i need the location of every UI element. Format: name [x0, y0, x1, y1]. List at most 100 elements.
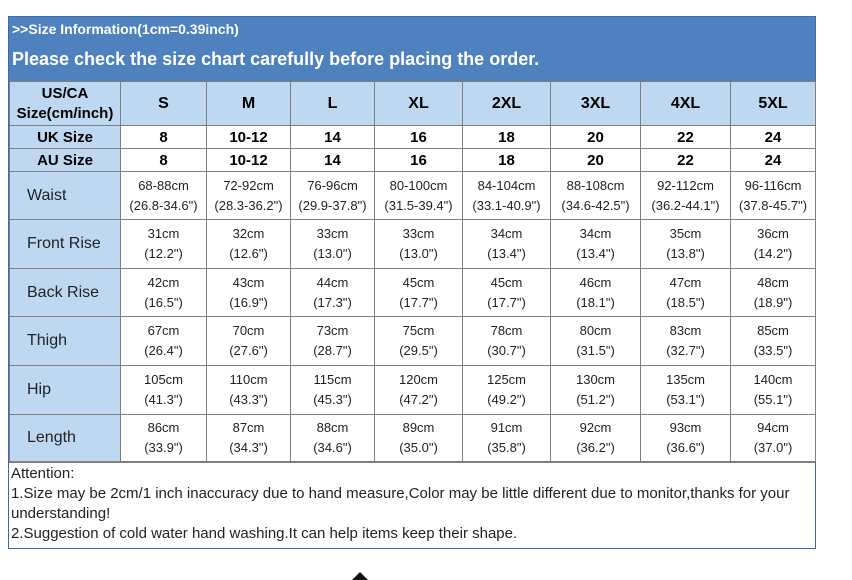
inch-value: (17.3") — [313, 294, 352, 310]
inch-value: (36.6") — [666, 440, 705, 455]
size-header-3xl: 3XL — [550, 81, 641, 126]
cm-value: 80cm — [579, 323, 612, 338]
inch-value: (13.4") — [576, 246, 615, 261]
inch-value: (13.0") — [313, 246, 352, 261]
inch-value: (31.5") — [576, 343, 615, 358]
size-header-l: L — [290, 81, 375, 126]
measurement-cell: 135cm (53.1") — [640, 365, 731, 415]
measurement-cell: 96-116cm (37.8-45.7") — [730, 171, 816, 220]
uk-size-row: UK Size 8 10-12 14 16 18 20 22 24 — [9, 125, 816, 149]
cm-value: 125cm — [486, 372, 527, 387]
cm-value: 67cm — [147, 323, 180, 338]
measurement-cell: 33cm (13.0") — [374, 219, 463, 269]
inch-value: (13.0") — [399, 246, 438, 261]
inch-value: (14.2") — [753, 246, 793, 261]
uk-size-value: 18 — [462, 125, 551, 149]
cm-value: 140cm — [753, 372, 793, 387]
inch-value: (18.9") — [753, 294, 793, 310]
size-info-title: >>Size Information(1cm=0.39inch) — [12, 21, 239, 37]
inch-value: (51.2") — [576, 392, 615, 407]
size-header-4xl: 4XL — [640, 81, 731, 126]
uk-size-value: 20 — [550, 125, 641, 149]
cm-value: 68-88cm — [138, 177, 189, 193]
inch-value: (49.2") — [487, 392, 526, 407]
measurement-cell: 44cm (17.3") — [290, 268, 375, 317]
measurement-label-back-rise: Back Rise — [9, 268, 121, 317]
measurement-cell: 48cm (18.9") — [730, 268, 816, 317]
cm-value: 72-92cm — [223, 177, 274, 193]
cm-value: 43cm — [232, 274, 265, 290]
measurement-cell: 105cm (41.3") — [120, 365, 207, 415]
inch-value: (55.1") — [753, 392, 793, 407]
measurement-cell: 45cm (17.7") — [374, 268, 463, 317]
cm-value: 85cm — [757, 323, 789, 338]
cm-value: 33cm — [316, 226, 349, 241]
measurement-cell: 130cm (51.2") — [550, 365, 641, 415]
measurement-cell: 45cm (17.7") — [462, 268, 551, 317]
inch-value: (34.6") — [313, 440, 352, 455]
measurement-cell: 73cm (28.7") — [290, 316, 375, 366]
measurement-cell: 85cm (33.5") — [730, 316, 816, 366]
cm-value: 34cm — [490, 226, 523, 241]
inch-value: (13.8") — [666, 246, 705, 261]
uk-size-value: 8 — [120, 125, 207, 149]
measurement-cell: 125cm (49.2") — [462, 365, 551, 415]
attention-notes: Attention: 1.Size may be 2cm/1 inch inac… — [9, 462, 815, 548]
inch-value: (36.2") — [576, 440, 615, 455]
measurement-cell: 120cm (47.2") — [374, 365, 463, 415]
inch-value: (33.5") — [753, 343, 793, 358]
cm-value: 47cm — [669, 274, 702, 290]
inch-value: (12.6") — [229, 246, 268, 261]
cm-value: 70cm — [232, 323, 265, 338]
cm-value: 44cm — [316, 274, 349, 290]
measurement-cell: 80-100cm (31.5-39.4") — [374, 171, 463, 220]
measurement-row-front-rise: Front Rise 31cm (12.2") 32cm (12.6") 33cm (13.… — [9, 219, 816, 269]
measurement-cell: 42cm (16.5") — [120, 268, 207, 317]
cm-value: 73cm — [316, 323, 349, 338]
cm-value: 78cm — [490, 323, 523, 338]
measurement-cell: 43cm (16.9") — [206, 268, 291, 317]
cm-value: 110cm — [229, 372, 268, 387]
cm-value: 36cm — [757, 226, 789, 241]
measurement-cell: 92cm (36.2") — [550, 414, 641, 462]
cm-value: 135cm — [665, 372, 706, 387]
cm-value: 86cm — [147, 420, 180, 435]
cm-value: 93cm — [669, 420, 702, 435]
au-size-value: 22 — [640, 148, 731, 172]
au-size-value: 8 — [120, 148, 207, 172]
cm-value: 94cm — [757, 420, 789, 435]
inch-value: (17.7") — [399, 294, 438, 310]
cm-value: 46cm — [579, 274, 612, 290]
au-size-value: 14 — [290, 148, 375, 172]
inch-value: (36.2-44.1") — [651, 197, 720, 213]
inch-value: (53.1") — [666, 392, 705, 407]
measurement-cell: 46cm (18.1") — [550, 268, 641, 317]
size-info-banner: >>Size Information(1cm=0.39inch) Please … — [9, 17, 815, 81]
inch-value: (27.6") — [229, 343, 268, 358]
inch-value: (26.8-34.6") — [129, 197, 198, 213]
measurement-cell: 72-92cm (28.3-36.2") — [206, 171, 291, 220]
measurement-cell: 94cm (37.0") — [730, 414, 816, 462]
measurement-cell: 67cm (26.4") — [120, 316, 207, 366]
au-size-value: 10-12 — [206, 148, 291, 172]
au-size-label: AU Size — [9, 148, 121, 172]
size-info-instruction: Please check the size chart carefully be… — [12, 49, 540, 69]
cm-value: 34cm — [579, 226, 612, 241]
inch-value: (35.0") — [399, 440, 438, 455]
measurement-cell: 70cm (27.6") — [206, 316, 291, 366]
attention-line-1: 1.Size may be 2cm/1 inch inaccuracy due … — [11, 485, 790, 522]
inch-value: (31.5-39.4") — [384, 197, 453, 213]
uk-size-value: 16 — [374, 125, 463, 149]
measurement-cell: 88cm (34.6") — [290, 414, 375, 462]
cm-value: 33cm — [402, 226, 435, 241]
cm-value: 130cm — [575, 372, 616, 387]
measurement-label-length: Length — [9, 414, 121, 462]
inch-value: (37.8-45.7") — [738, 197, 808, 213]
size-header-row: US/CA Size(cm/inch) S M L XL 2XL 3XL 4XL 5XL — [9, 81, 816, 126]
measurement-cell: 35cm (13.8") — [640, 219, 731, 269]
inch-value: (18.1") — [576, 294, 615, 310]
measurement-label-front-rise: Front Rise — [9, 219, 121, 269]
measurement-cell: 76-96cm (29.9-37.8") — [290, 171, 375, 220]
cm-value: 35cm — [669, 226, 702, 241]
size-table: US/CA Size(cm/inch) S M L XL 2XL 3XL 4XL 5XL UK S… — [9, 81, 816, 462]
